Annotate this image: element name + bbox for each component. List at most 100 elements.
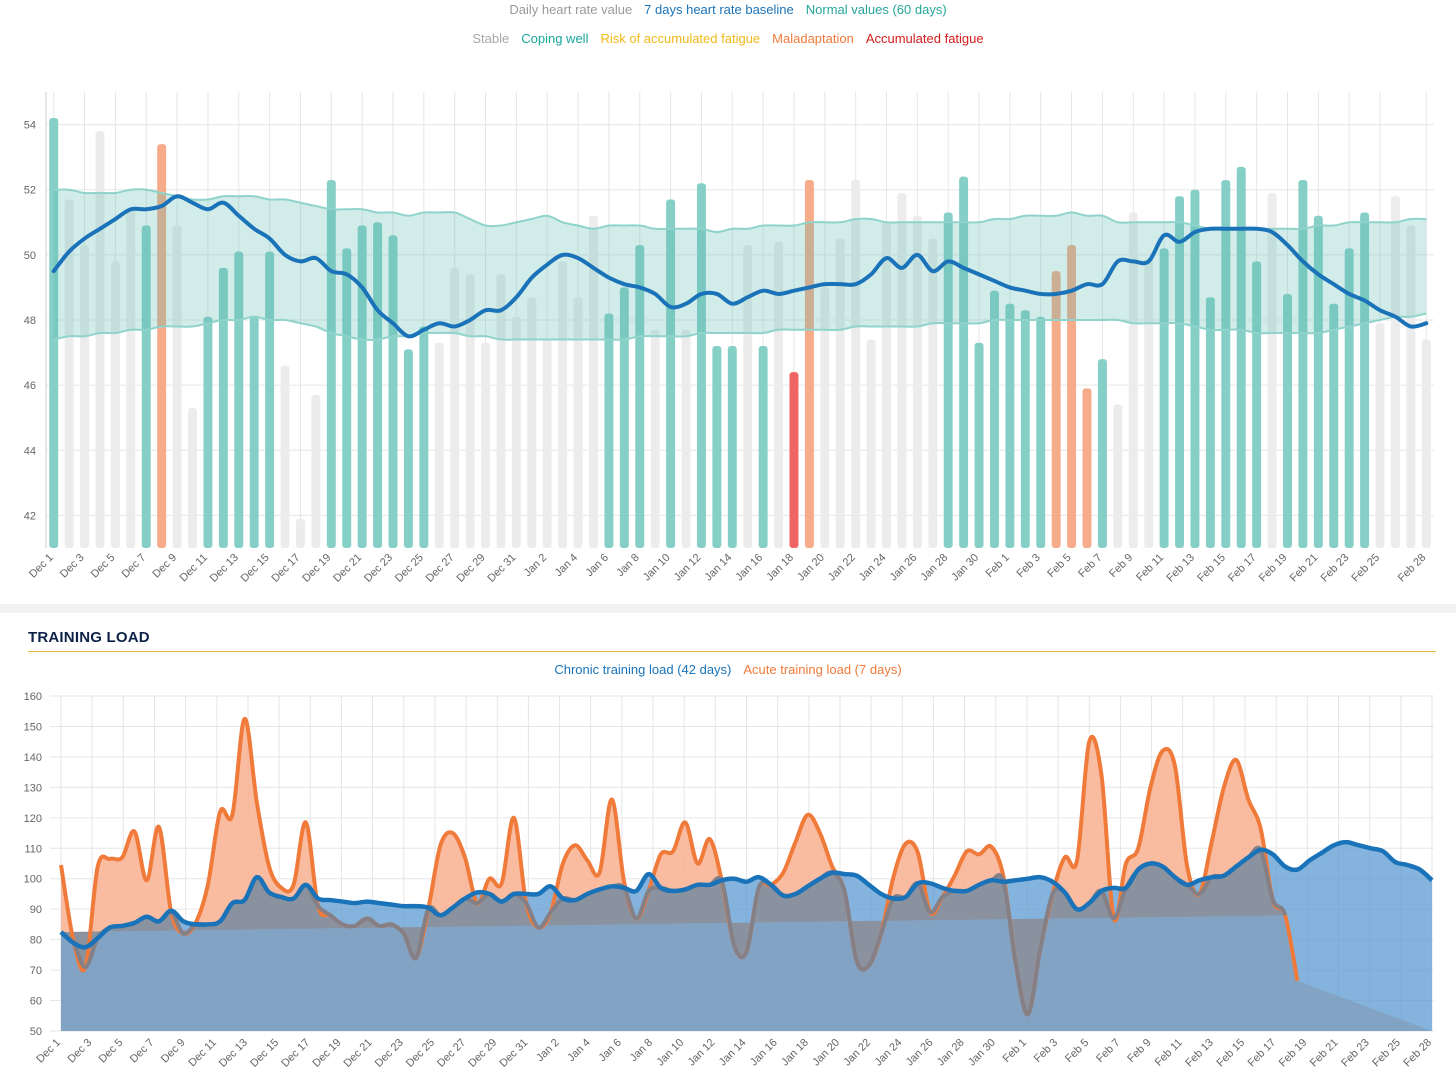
x-tick-label: Dec 13 (208, 552, 241, 585)
x-tick-label: Jan 16 (748, 1037, 780, 1069)
bar (203, 316, 213, 548)
training-load-panel: TRAINING LOAD Chronic training load (42 … (0, 613, 1456, 1079)
heart-rate-status-legend: Stable Coping well Risk of accumulated fat… (0, 31, 1456, 46)
y-tick-label: 120 (24, 813, 42, 825)
legend-load-item-0[interactable]: Chronic training load (42 days) (554, 662, 732, 677)
x-tick-label: Feb 7 (1076, 552, 1104, 580)
x-tick-label: Dec 23 (362, 552, 395, 585)
bar (450, 267, 460, 548)
bar (1005, 303, 1015, 548)
x-tick-label: Feb 9 (1125, 1037, 1153, 1065)
legend-series-item-1[interactable]: 7 days heart rate baseline (644, 2, 794, 17)
bar (481, 342, 491, 548)
legend-load-item-1[interactable]: Acute training load (7 days) (743, 662, 902, 677)
bar (974, 342, 984, 548)
x-tick-label: Feb 7 (1094, 1037, 1122, 1065)
x-tick-label: Jan 16 (733, 552, 765, 584)
y-tick-label: 80 (30, 935, 42, 947)
legend-status-item-2[interactable]: Risk of accumulated fatigue (600, 31, 761, 46)
bar (989, 290, 999, 548)
y-tick-label: 48 (24, 315, 36, 327)
x-tick-label: Feb 3 (1032, 1037, 1060, 1065)
x-tick-label: Dec 13 (217, 1037, 250, 1070)
x-tick-label: Feb 11 (1153, 1037, 1185, 1069)
legend-status-item-0[interactable]: Stable (472, 31, 510, 46)
x-tick-label: Feb 13 (1183, 1037, 1216, 1070)
bar (542, 339, 552, 548)
bar (912, 215, 922, 548)
bar (49, 118, 59, 549)
x-tick-label: Jan 8 (628, 1037, 656, 1065)
x-tick-label: Feb 5 (1045, 552, 1073, 580)
bar (820, 287, 830, 548)
training-load-title: TRAINING LOAD (28, 629, 150, 646)
x-tick-label: Jan 22 (826, 552, 858, 584)
bar (373, 222, 383, 549)
y-tick-label: 160 (24, 691, 42, 703)
x-tick-label: Dec 29 (466, 1037, 499, 1070)
bar (234, 251, 244, 548)
x-tick-label: Dec 17 (269, 552, 302, 585)
normal-range-lower (53, 312, 1427, 341)
x-tick-label: Jan 12 (672, 552, 704, 584)
bar (527, 297, 537, 548)
bar (1097, 359, 1107, 548)
chronic-load-line (59, 839, 1434, 950)
bar (727, 346, 737, 548)
x-tick-label: Feb 25 (1349, 552, 1382, 585)
x-tick-label: Dec 21 (342, 1037, 375, 1070)
bar (1267, 192, 1277, 548)
bar (1421, 339, 1431, 548)
bar (635, 245, 645, 549)
x-tick-label: Jan 10 (641, 552, 673, 584)
bar (249, 316, 259, 548)
legend-status-item-1[interactable]: Coping well (521, 31, 589, 46)
x-tick-label: Jan 4 (565, 1037, 593, 1065)
normal-range-upper (53, 188, 1427, 234)
x-tick-label: Jan 20 (795, 552, 827, 584)
legend-status-item-4[interactable]: Accumulated fatigue (865, 31, 984, 46)
legend-status-item-3[interactable]: Maladaptation (772, 31, 854, 46)
bar (712, 346, 722, 548)
heart-rate-chart: 42 44 46 48 50 52 54 Dec 1 Dec 3 Dec 5 Dec 7 Dec 9… (24, 92, 1434, 585)
bar (357, 225, 367, 549)
legend-series-item-0[interactable]: Daily heart rate value (509, 2, 633, 17)
bar (1390, 196, 1400, 548)
x-tick-label: Dec 27 (424, 552, 457, 585)
x-tick-label: Dec 15 (248, 1037, 281, 1070)
x-tick-label: Dec 19 (310, 1037, 343, 1070)
bar (851, 179, 861, 548)
bar (311, 394, 321, 548)
legend-series-item-2[interactable]: Normal values (60 days) (805, 2, 947, 17)
y-tick-label: 90 (30, 904, 42, 916)
x-tick-label: Dec 27 (435, 1037, 468, 1070)
x-tick-label: Feb 17 (1246, 1037, 1279, 1070)
y-tick-label: 50 (24, 250, 36, 262)
baseline-line (51, 194, 1429, 339)
bar (789, 372, 799, 548)
bar (141, 225, 151, 549)
bar (403, 349, 413, 548)
bar (1360, 212, 1370, 548)
bar (1051, 271, 1061, 548)
x-tick-label: Jan 2 (522, 552, 550, 580)
bar (1375, 323, 1385, 548)
y-tick-label: 44 (24, 445, 36, 457)
bar (1329, 303, 1339, 548)
normal-range-band (53, 189, 1427, 340)
x-tick-label: Jan 30 (949, 552, 981, 584)
x-tick-label: Jan 30 (966, 1037, 998, 1069)
x-tick-label: Jan 24 (857, 552, 889, 584)
bar (1175, 196, 1185, 548)
title-divider (28, 651, 1436, 652)
bar (558, 261, 568, 548)
x-tick-label: Feb 1 (984, 552, 1012, 580)
bar (774, 241, 784, 549)
bar (295, 518, 305, 548)
bar (1298, 179, 1308, 548)
y-tick-label: 50 (30, 1026, 42, 1038)
bar (743, 245, 753, 549)
x-tick-label: Feb 9 (1107, 552, 1135, 580)
x-tick-label: Feb 21 (1308, 1037, 1341, 1070)
